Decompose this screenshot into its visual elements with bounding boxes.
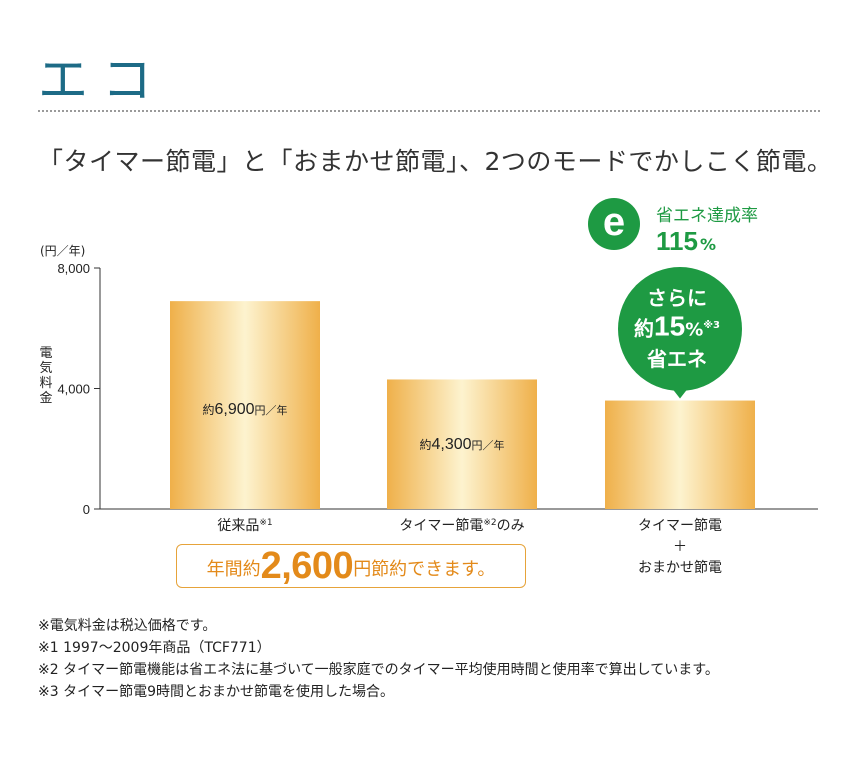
footnote: ※電気料金は税込価格です。	[38, 618, 217, 634]
data-label-value: 6,900	[214, 401, 254, 418]
x-label-note: ※2	[483, 518, 496, 528]
x-category-label: タイマー節電※2のみ	[399, 517, 524, 534]
callout-percent-value: 15	[654, 310, 686, 342]
x-label-main: タイマー節電	[399, 517, 483, 534]
callout-text: さらに 約15%※3 省エネ	[610, 285, 744, 372]
y-axis-label-char: 金	[39, 390, 52, 406]
callout-note: ※3	[703, 320, 720, 331]
headline: 「タイマー節電」と「おまかせ節電」、2つのモードでかしこく節電。	[38, 147, 833, 176]
footnotes: ※電気料金は税込価格です。 ※1 1997～2009年商品（TCF771） ※2…	[38, 615, 719, 703]
callout-line2: 約15%※3	[610, 311, 744, 346]
x-label-suffix: のみ	[497, 518, 525, 534]
y-unit-label: (円／年)	[40, 244, 85, 258]
y-axis-label-char: 料	[39, 376, 52, 391]
page-title: エコ	[38, 51, 166, 109]
y-tick-label: 4,000	[57, 382, 90, 397]
eco-badge-circle	[588, 198, 640, 250]
savings-text: 年間約2,600円節約できます。	[176, 544, 526, 592]
footnote: ※1 1997～2009年商品（TCF771）	[38, 640, 271, 656]
y-tick-label: 8,000	[57, 261, 90, 276]
y-axis-label-char: 気	[39, 360, 52, 376]
savings-box	[176, 544, 526, 588]
data-label-approx: 約	[202, 402, 214, 417]
callout-approx: 約	[634, 316, 655, 341]
bar	[170, 301, 320, 509]
data-label-unit: 円／年	[472, 438, 505, 452]
bar	[605, 400, 755, 509]
eco-e-icon: e	[602, 200, 626, 244]
y-axis: 0 4,000 8,000 (円／年) 電気料金	[39, 244, 818, 517]
x-label-plus: ＋	[673, 539, 687, 555]
callout-percent-unit: %	[685, 319, 704, 341]
y-tick-label: 0	[83, 502, 90, 517]
x-axis-labels: 従来品※1 タイマー節電※2のみ タイマー節電＋おまかせ節電	[217, 517, 722, 576]
bar-data-label: 約4,300円／年	[419, 436, 504, 453]
y-axis-label-char: 電	[39, 346, 52, 361]
callout-bubble-pointer	[671, 387, 689, 399]
callout-line3: 省エネ	[647, 346, 707, 371]
x-label-note: ※1	[259, 518, 272, 528]
savings-callout-bubble	[618, 267, 742, 399]
x-category-label: タイマー節電	[638, 517, 722, 534]
x-category-label: 従来品※1	[217, 518, 272, 534]
x-label-main: 従来品	[217, 518, 259, 534]
savings-prefix: 年間約	[206, 559, 261, 580]
bars: 約6,900円／年約4,300円／年	[170, 301, 755, 509]
x-label-main: タイマー節電	[638, 517, 722, 534]
eco-achievement-label: 省エネ達成率	[656, 206, 758, 226]
x-label-line3: おまかせ節電	[638, 559, 722, 576]
bar	[387, 379, 537, 509]
data-label-unit: 円／年	[255, 403, 288, 417]
data-label-approx: 約	[419, 437, 431, 452]
callout-line1: さらに	[647, 286, 707, 310]
savings-suffix: 円節約できます。	[353, 559, 496, 580]
dotted-divider	[38, 110, 820, 112]
eco-value-unit: %	[699, 235, 716, 254]
footnote: ※3 タイマー節電9時間とおまかせ節電を使用した場合。	[38, 684, 394, 700]
eco-achievement-value: 115%	[656, 226, 716, 257]
bar-data-label: 約6,900円／年	[202, 401, 287, 418]
savings-amount: 2,600	[260, 545, 354, 587]
callout-bubble-circle	[618, 267, 742, 391]
data-label-value: 4,300	[431, 436, 471, 453]
eco-value-number: 115	[656, 226, 698, 256]
footnote: ※2 タイマー節電機能は省エネ法に基づいて一般家庭でのタイマー平均使用時間と使用…	[38, 662, 719, 678]
